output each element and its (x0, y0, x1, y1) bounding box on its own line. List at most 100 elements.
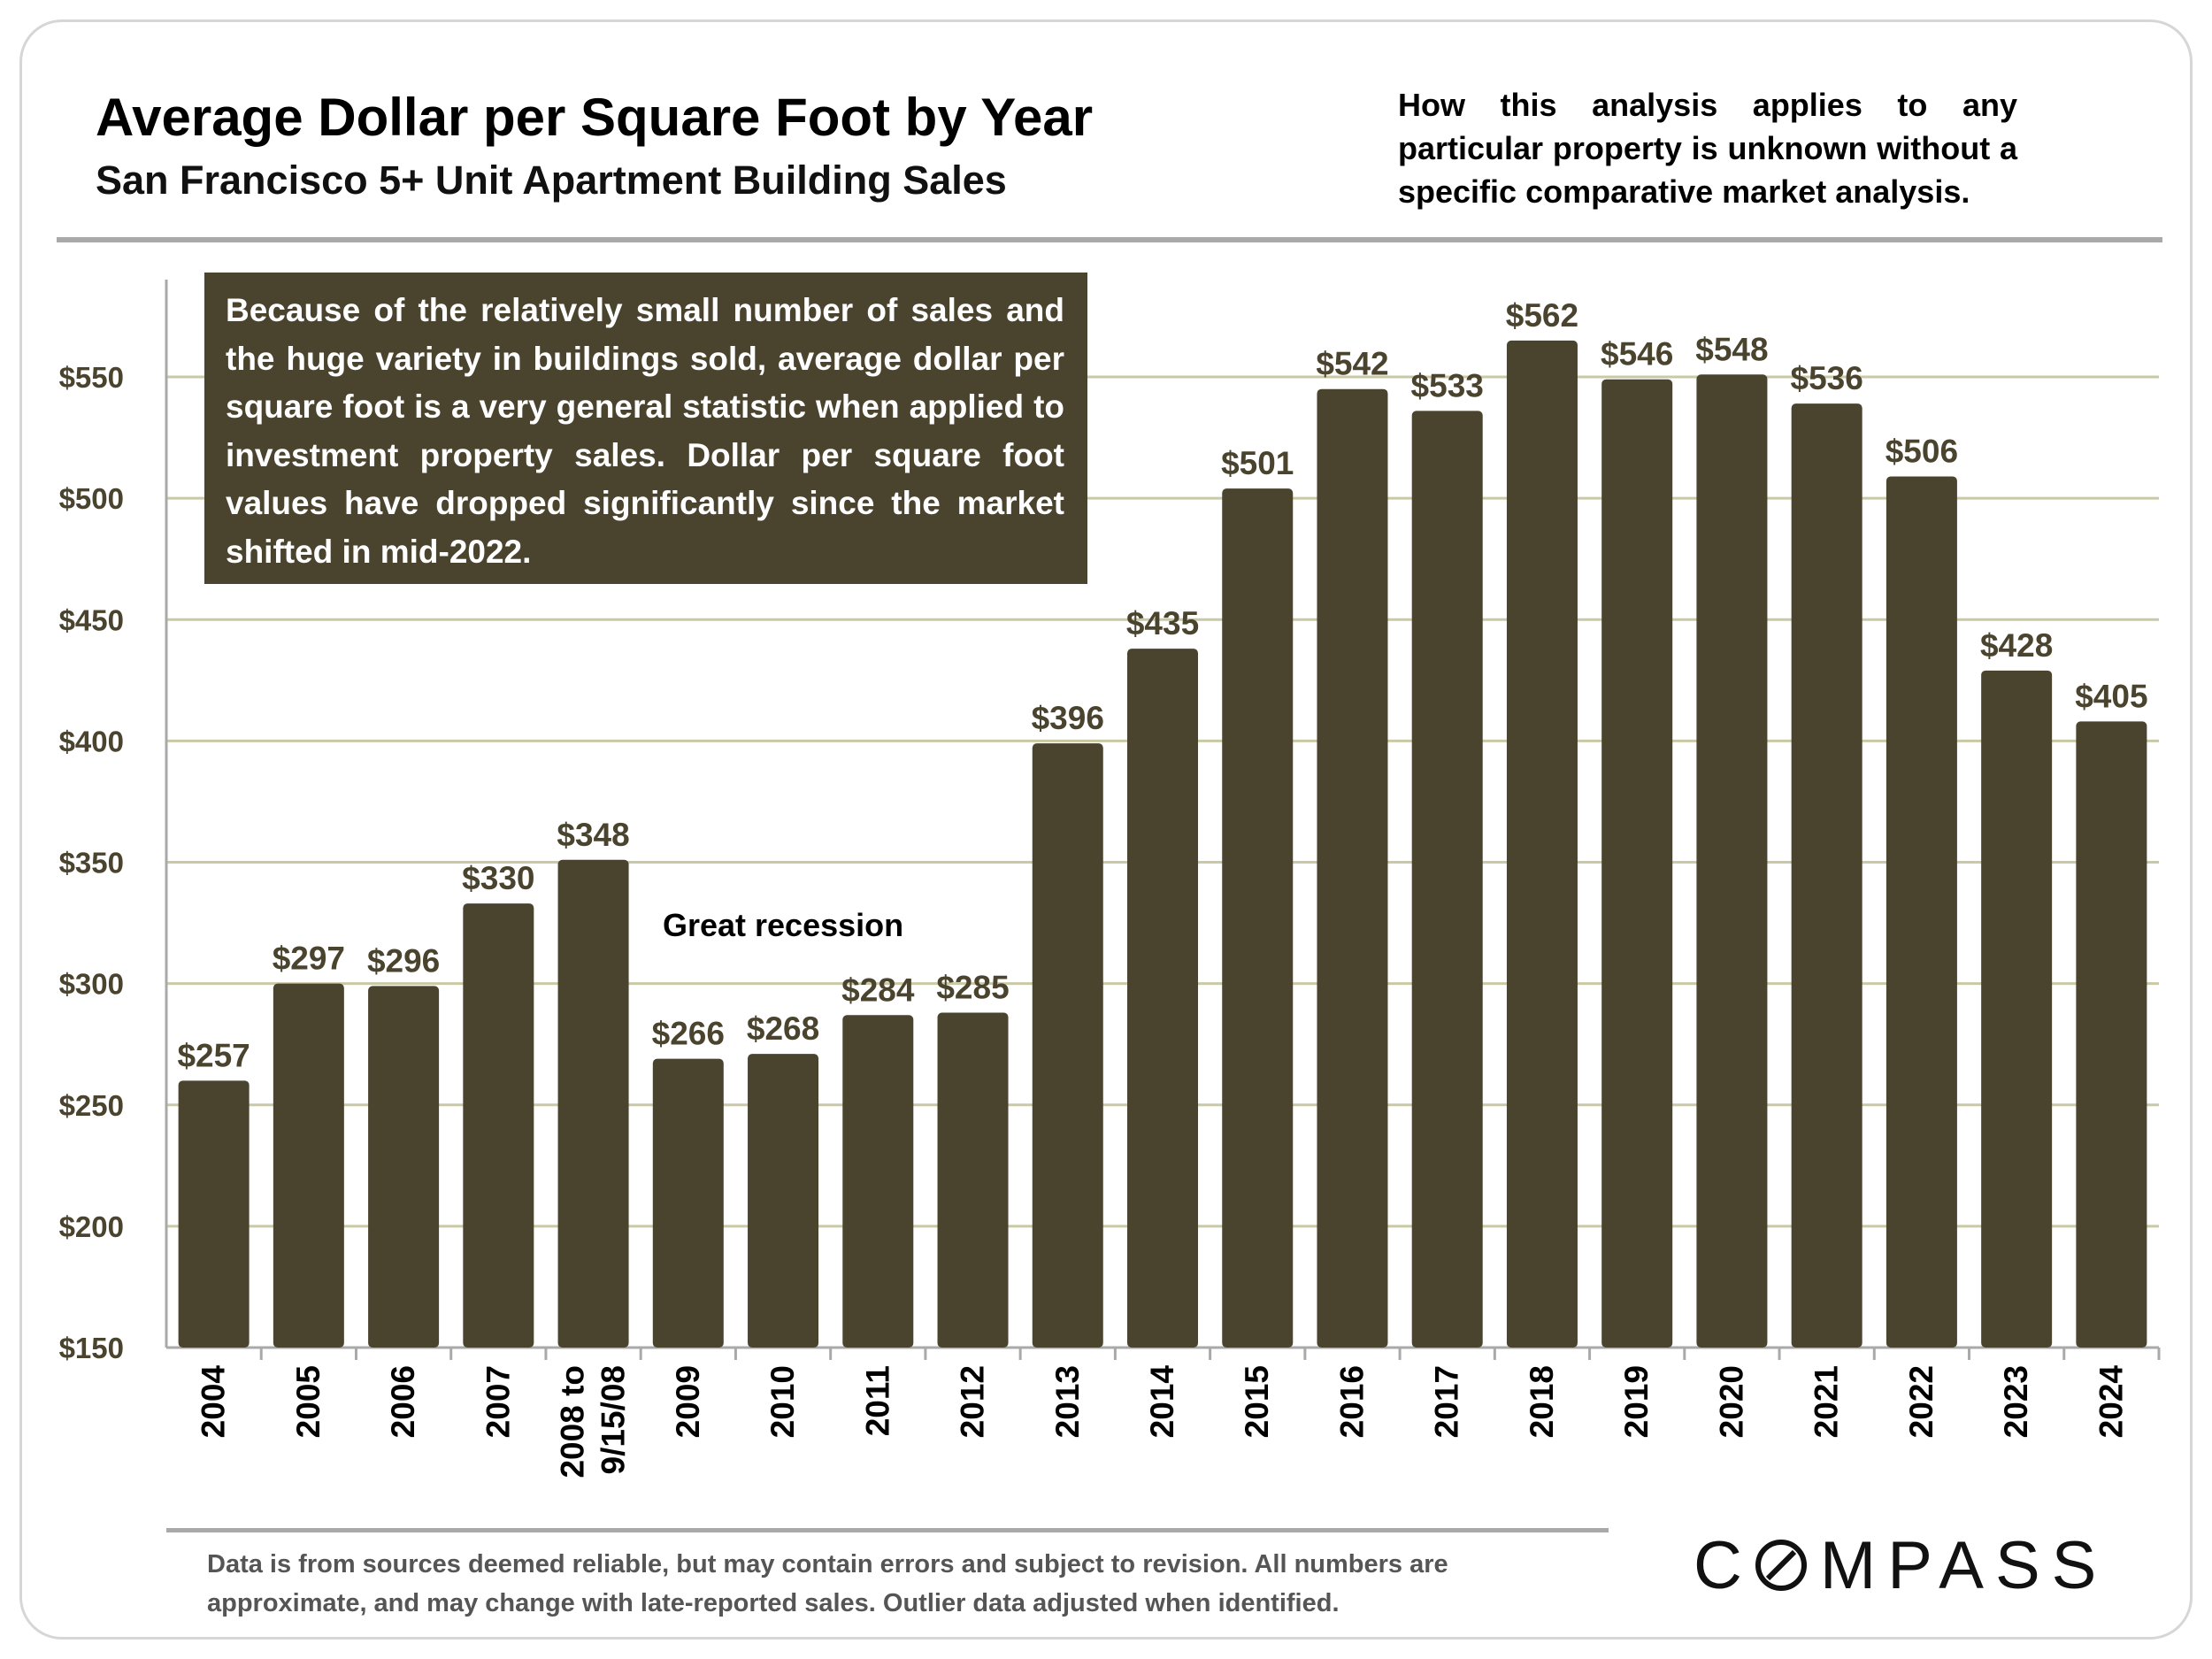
footer-divider (166, 1528, 1609, 1532)
x-tick-label: 2016 (1333, 1365, 1370, 1438)
x-tick-label: 2004 (196, 1365, 232, 1439)
y-tick-label: $200 (59, 1210, 124, 1243)
x-tick-label: 2022 (1903, 1365, 1939, 1438)
bar (2076, 721, 2147, 1348)
data-label: $533 (1411, 367, 1484, 403)
x-tick-label-group: 2011 (859, 1365, 895, 1436)
header-divider (57, 237, 2162, 242)
chart-subtitle: San Francisco 5+ Unit Apartment Building… (96, 157, 1007, 203)
bar (748, 1054, 819, 1348)
note-box: Because of the relatively small number o… (204, 273, 1087, 584)
bar (1981, 670, 2053, 1348)
bar (842, 1015, 914, 1348)
x-tick-label-group: 2018 (1524, 1365, 1560, 1438)
x-tick-label-group: 2005 (290, 1365, 326, 1438)
data-label: $348 (557, 817, 629, 853)
data-label: $428 (1980, 627, 2053, 664)
x-tick-label-group: 2009 (670, 1365, 706, 1438)
bar (1411, 411, 1483, 1348)
bar (463, 903, 534, 1348)
x-tick-label-group: 2013 (1049, 1365, 1086, 1438)
x-tick-label: 2017 (1429, 1365, 1465, 1438)
bar (652, 1058, 724, 1348)
data-label: $548 (1695, 331, 1768, 367)
x-tick-label-group: 2019 (1618, 1365, 1655, 1438)
bar-chart: $150 $200 $250 $300 $350 $400 $450 $500 $550 $257… (59, 280, 2161, 1479)
x-tick-label: 2018 (1524, 1365, 1560, 1438)
compass-o-icon (1755, 1540, 1807, 1591)
y-tick-label: $150 (59, 1332, 124, 1364)
x-tick-label-group: 2007 (480, 1365, 516, 1438)
x-tick-label: 2007 (480, 1365, 516, 1438)
x-tick-label: 2015 (1239, 1365, 1275, 1438)
y-tick-label: $550 (59, 361, 124, 394)
x-tick-label: 2013 (1049, 1365, 1086, 1438)
x-tick-label-group: 2004 (196, 1365, 232, 1439)
bar (1886, 476, 1957, 1348)
bar (1506, 340, 1578, 1348)
data-label: $396 (1032, 700, 1104, 736)
data-label: $285 (936, 970, 1009, 1006)
x-tick-label: 2010 (764, 1365, 801, 1438)
annotation-great-recession: Great recession (663, 907, 903, 943)
y-tick-label: $250 (59, 1089, 124, 1122)
x-tick-label-group: 2020 (1713, 1365, 1749, 1438)
note-text: Because of the relatively small number o… (226, 292, 1064, 570)
footer-disclaimer: Data is from sources deemed reliable, bu… (207, 1550, 1448, 1617)
x-tick-label-group: 2012 (955, 1365, 991, 1438)
x-tick-label: 2011 (859, 1365, 895, 1436)
chart-title: Average Dollar per Square Foot by Year (96, 88, 1094, 147)
x-tick-label: 2006 (385, 1365, 421, 1438)
bar (937, 1012, 1009, 1348)
x-tick-label-group: 2017 (1429, 1365, 1465, 1438)
bar (1032, 743, 1103, 1348)
data-label: $562 (1506, 297, 1578, 334)
bar (1696, 374, 1768, 1348)
x-tick-label: 2021 (1809, 1365, 1845, 1438)
x-tick-label-group: 2015 (1239, 1365, 1275, 1438)
bar (368, 986, 440, 1348)
data-label: $405 (2075, 678, 2147, 714)
data-label: $268 (747, 1010, 819, 1047)
data-label: $435 (1126, 605, 1199, 641)
compass-logo: C MPASS (1694, 1527, 2108, 1604)
data-label: $296 (367, 942, 440, 979)
x-tick-label: 2012 (955, 1365, 991, 1438)
x-tick-label: 2023 (1998, 1365, 2034, 1438)
x-tick-label-group: 2010 (764, 1365, 801, 1438)
x-tick-label-group: 2022 (1903, 1365, 1939, 1438)
data-label: $546 (1601, 336, 1673, 373)
x-tick-label: 2019 (1618, 1365, 1655, 1438)
y-tick-label: $500 (59, 482, 124, 515)
data-label: $501 (1221, 445, 1294, 481)
data-label: $542 (1316, 346, 1388, 382)
x-tick-label-group: 2008 to 9/15/08 (555, 1365, 632, 1479)
data-label: $506 (1886, 433, 1958, 469)
x-tick-label-group: 2006 (385, 1365, 421, 1438)
x-tick-label-group: 2024 (2093, 1365, 2129, 1439)
data-label: $330 (462, 860, 534, 896)
bar (1317, 388, 1388, 1348)
bar (1127, 649, 1198, 1348)
logo-letter-c: C (1694, 1528, 1754, 1603)
bar (1601, 379, 1673, 1348)
bar (557, 859, 629, 1348)
x-tick-label-group: 2021 (1809, 1365, 1845, 1438)
x-tick-label: 2020 (1713, 1365, 1749, 1438)
data-label: $536 (1791, 360, 1863, 396)
y-tick-label: $400 (59, 725, 124, 757)
x-tick-label-group: 2023 (1998, 1365, 2034, 1438)
y-tick-label: $300 (59, 968, 124, 1001)
data-label: $297 (273, 941, 345, 977)
x-tick-label: 9/15/08 (595, 1365, 632, 1474)
data-label: $266 (652, 1016, 725, 1052)
bar (178, 1080, 250, 1348)
y-tick-label: $350 (59, 847, 124, 879)
x-tick-label: 2014 (1144, 1365, 1180, 1439)
data-label: $284 (841, 972, 915, 1008)
bar (273, 983, 344, 1348)
x-tick-label: 2005 (290, 1365, 326, 1438)
bar (1222, 488, 1294, 1348)
x-tick-label-group: 2016 (1333, 1365, 1370, 1438)
disclaimer-text: How this analysis applies to any particu… (1398, 87, 2017, 210)
